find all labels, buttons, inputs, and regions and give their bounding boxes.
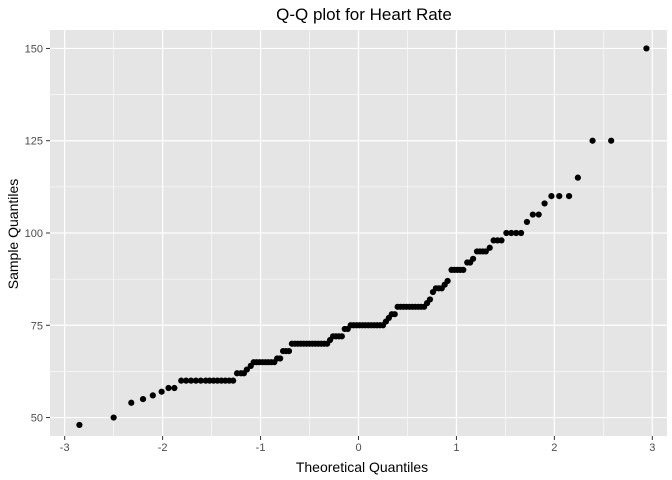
y-axis-title: Sample Quantiles <box>5 179 21 290</box>
x-tick-label: 1 <box>453 442 459 454</box>
data-point <box>178 377 185 384</box>
data-point <box>535 211 542 218</box>
data-point <box>197 377 204 384</box>
data-point <box>285 348 293 355</box>
data-point <box>110 414 117 421</box>
data-point <box>158 388 165 395</box>
x-tick-label: 3 <box>649 442 655 454</box>
data-point <box>548 192 555 200</box>
data-point <box>529 211 536 218</box>
data-point <box>444 277 451 285</box>
data-point <box>486 244 493 251</box>
x-tick-label: -3 <box>60 442 70 454</box>
data-point <box>523 218 531 226</box>
data-point <box>574 174 581 181</box>
data-point <box>469 255 477 262</box>
data-point <box>460 266 467 274</box>
data-point <box>643 45 650 52</box>
y-tick-label: 125 <box>25 136 43 148</box>
data-point <box>183 377 190 384</box>
data-point <box>187 377 195 384</box>
data-point <box>171 384 178 392</box>
chart-title: Q-Q plot for Heart Rate <box>276 5 452 24</box>
x-tick-label: -1 <box>256 442 266 454</box>
data-point <box>541 200 548 207</box>
grid-major <box>50 30 667 436</box>
x-axis-ticks: -3 -2 -1 0 1 2 3 <box>60 436 655 454</box>
data-point <box>139 395 147 403</box>
y-tick-label: 100 <box>25 228 43 240</box>
data-point <box>192 377 200 384</box>
data-point <box>338 333 345 340</box>
y-axis-ticks: 50 75 100 125 150 <box>25 43 50 425</box>
data-point <box>277 355 284 362</box>
data-points <box>76 45 650 429</box>
data-point <box>589 137 596 144</box>
data-point <box>149 392 156 399</box>
data-point <box>503 229 510 237</box>
data-point <box>243 366 250 373</box>
x-axis-title: Theoretical Quantiles <box>296 459 428 475</box>
data-point <box>498 237 505 244</box>
data-point <box>482 248 489 255</box>
x-tick-label: 2 <box>551 442 557 454</box>
data-point <box>608 137 615 144</box>
y-tick-label: 150 <box>25 43 43 55</box>
data-point <box>517 229 525 237</box>
y-tick-label: 75 <box>31 320 43 332</box>
data-point <box>230 377 237 384</box>
x-tick-label: 0 <box>355 442 361 454</box>
data-point <box>565 192 573 200</box>
x-tick-label: -2 <box>158 442 168 454</box>
data-point <box>508 229 515 237</box>
data-point <box>426 296 434 303</box>
data-point <box>513 229 520 237</box>
data-point <box>76 421 83 429</box>
data-point <box>556 192 563 200</box>
data-point <box>128 399 135 406</box>
data-point <box>391 311 398 318</box>
data-point <box>165 384 172 392</box>
y-tick-label: 50 <box>31 413 43 425</box>
